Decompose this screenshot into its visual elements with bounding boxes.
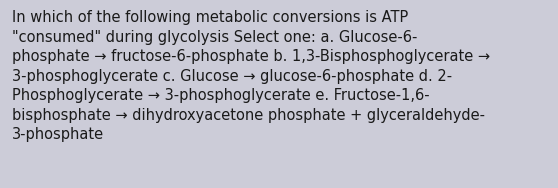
Text: In which of the following metabolic conversions is ATP
"consumed" during glycoly: In which of the following metabolic conv…	[12, 10, 490, 142]
